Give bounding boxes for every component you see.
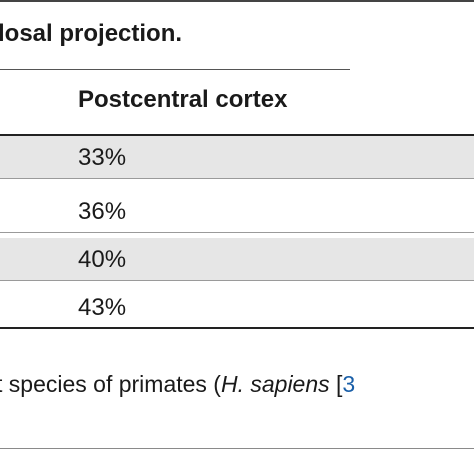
table-bottom-rule	[0, 327, 474, 329]
table-cell: 40%	[78, 246, 127, 273]
table-cell: 36%	[78, 198, 127, 225]
reference-link[interactable]: 3	[342, 371, 356, 397]
table-caption: losal projection.	[0, 20, 183, 47]
table-footnote: t species of primates (H. sapiens [3	[0, 371, 355, 398]
footnote-species-name: H. sapiens	[220, 371, 330, 397]
row-divider	[0, 178, 474, 179]
header-rule	[0, 69, 350, 70]
page-end-rule	[0, 448, 474, 449]
table-row: 40%	[0, 238, 474, 280]
footnote-bracket: [	[329, 371, 343, 397]
column-header-postcentral-cortex: Postcentral cortex	[78, 86, 288, 113]
table-row: 36%	[0, 190, 474, 232]
table-cell: 33%	[78, 144, 127, 171]
row-divider	[0, 232, 474, 233]
table-cell: 43%	[78, 294, 127, 321]
header-bottom-rule	[0, 134, 474, 136]
table-top-rule	[0, 0, 474, 2]
footnote-text: t species of primates (	[0, 371, 221, 397]
table-row: 43%	[0, 286, 474, 328]
row-divider	[0, 280, 474, 281]
table-row: 33%	[0, 136, 474, 178]
